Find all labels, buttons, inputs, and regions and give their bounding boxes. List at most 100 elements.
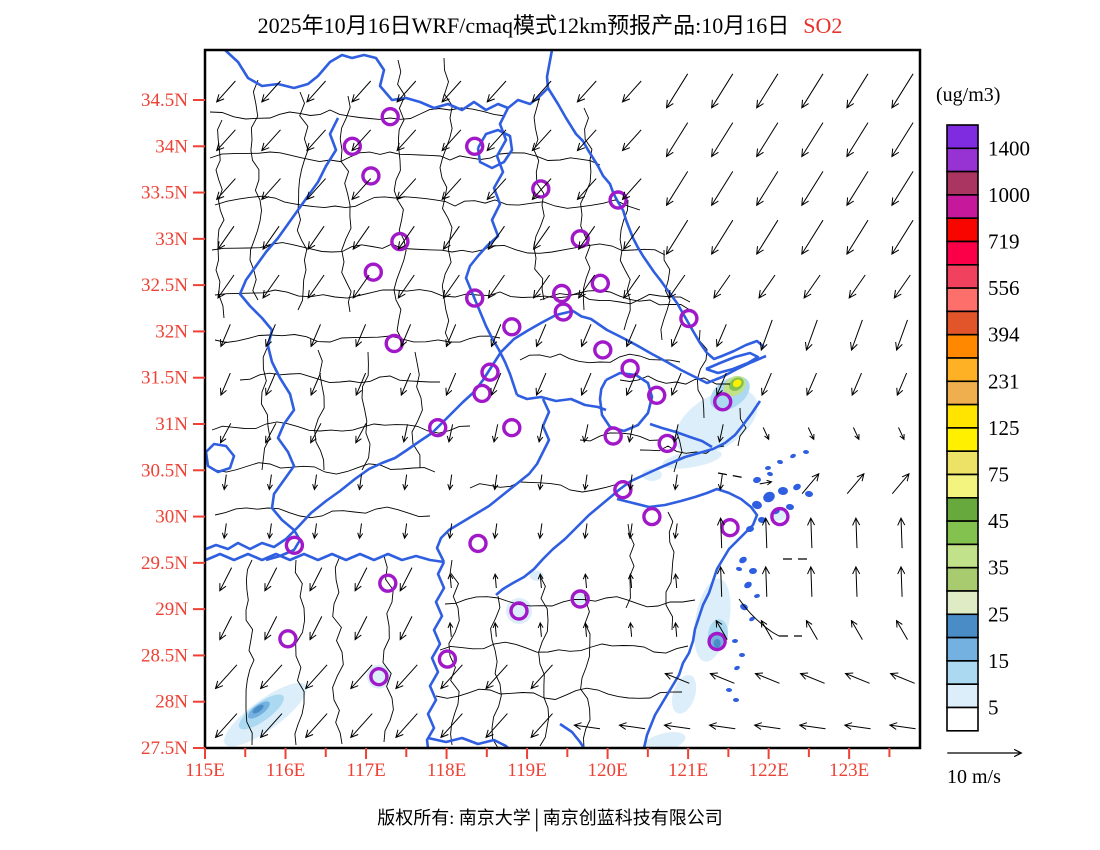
county-boundary (539, 293, 691, 305)
wind-arrow (580, 324, 592, 348)
lat-label: 32.5N (141, 275, 188, 296)
wind-arrow (397, 274, 415, 299)
wind-arrow (219, 567, 233, 592)
wind-arrow (485, 713, 508, 739)
county-boundary (245, 559, 255, 746)
lat-label: 34N (155, 136, 188, 157)
wind-arrow (716, 516, 725, 549)
wind-arrow (759, 319, 773, 352)
wind-arrow (215, 129, 236, 152)
lat-label: 29.5N (141, 553, 188, 574)
lon-label: 122E (749, 760, 789, 781)
wind-arrow (396, 129, 417, 152)
wind-arrow (355, 372, 367, 397)
wind-vectors-layer (214, 73, 916, 739)
title-text: 2025年10月16日WRF/cmaq模式12km预报产品:10月16日 (257, 13, 790, 38)
wind-arrow (531, 178, 552, 201)
wind-arrow (530, 713, 553, 739)
wind-arrow (754, 672, 780, 684)
legend-swatch (946, 380, 979, 406)
island (786, 503, 794, 511)
island (805, 490, 813, 498)
lon-label: 121E (668, 760, 708, 781)
wind-arrow (665, 171, 689, 207)
wind-arrow (267, 523, 273, 540)
copyright-footer: 版权所有: 南京大学 | 南京创蓝科技有限公司 (40, 804, 1060, 832)
island (732, 638, 738, 644)
island (793, 483, 801, 491)
sea-boundary-dash (717, 472, 747, 479)
legend-label: 1000 (988, 183, 1030, 207)
wind-arrow (801, 472, 820, 495)
province-boundary (705, 351, 760, 375)
wind-arrow (844, 672, 870, 684)
wind-arrow (582, 523, 589, 540)
wind-arrow (535, 372, 547, 397)
wind-arrow (310, 324, 321, 348)
city-marker (378, 573, 398, 593)
wind-arrow (535, 324, 547, 348)
county-boundary (444, 596, 696, 608)
wind-arrow (623, 225, 641, 251)
legend-swatch (946, 473, 979, 499)
legend-swatch (946, 263, 979, 289)
city-marker (342, 136, 362, 157)
wind-arrow (442, 225, 460, 251)
islands-layer (726, 449, 813, 703)
wind-arrow (670, 372, 682, 397)
wind-scale-label: 10 m/s (947, 766, 1001, 788)
province-boundary (516, 393, 607, 412)
wind-arrow (805, 619, 818, 640)
lat-label: 31N (155, 414, 188, 435)
lat-label: 27.5N (141, 738, 188, 759)
wind-arrow (304, 713, 328, 739)
county-boundary (519, 353, 681, 364)
wind-arrow (799, 672, 825, 684)
wind-arrow (846, 171, 869, 207)
legend-swatch (946, 357, 979, 383)
wind-arrow (891, 73, 914, 109)
island (767, 471, 773, 477)
wind-arrow (441, 178, 462, 201)
county-boundary (393, 59, 407, 341)
county-boundary (214, 506, 431, 519)
wind-arrow (670, 324, 682, 348)
wind-arrow (625, 324, 637, 348)
wind-arrow (888, 722, 916, 730)
wind-arrow (759, 479, 773, 486)
legend-swatch (946, 590, 979, 616)
wind-arrow (618, 722, 646, 730)
city-marker (380, 106, 400, 127)
city-marker (428, 418, 448, 438)
city-marker (770, 506, 790, 527)
island (752, 500, 762, 510)
copyright-owner: 版权所有: 南京大学 (377, 808, 531, 828)
so2-blob (662, 449, 722, 469)
island (733, 697, 739, 703)
island (726, 687, 732, 693)
city-marker (465, 288, 485, 308)
wind-arrow (665, 219, 689, 256)
province-boundary (476, 128, 514, 170)
wind-arrow (357, 474, 364, 491)
wind-arrow (672, 424, 679, 444)
wind-arrow (537, 621, 544, 637)
wind-arrow (850, 319, 863, 352)
legend-swatch (946, 660, 979, 686)
legend-swatch (946, 217, 979, 243)
wind-arrow (215, 178, 236, 201)
county-boundary (214, 289, 691, 311)
wind-arrow (850, 619, 863, 640)
wind-arrow (310, 372, 321, 397)
wind-arrow (355, 324, 367, 348)
legend-label: 125 (988, 416, 1020, 440)
county-boundary (211, 421, 471, 434)
wind-arrow (267, 474, 273, 491)
wind-arrow (400, 372, 412, 397)
wind-arrow (259, 713, 283, 739)
county-boundary (448, 559, 460, 746)
city-marker (465, 136, 485, 157)
wind-arrow (262, 225, 280, 251)
wind-arrow (851, 372, 862, 397)
wind-arrow (306, 129, 326, 152)
